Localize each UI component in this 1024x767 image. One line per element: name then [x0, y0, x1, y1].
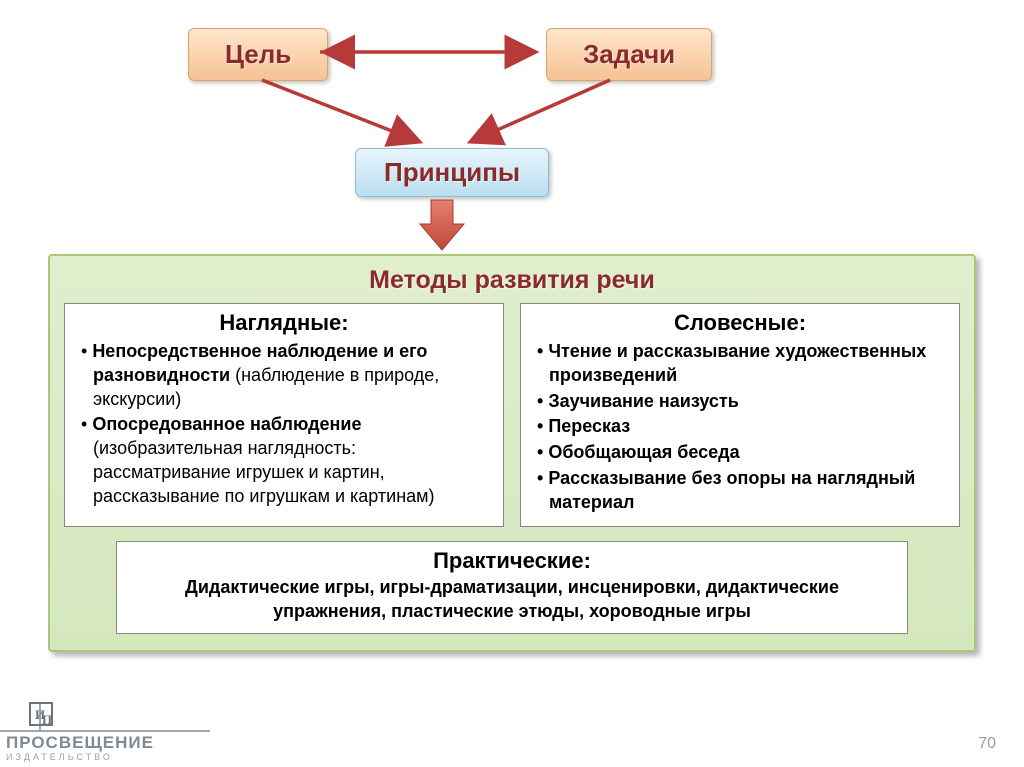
columns-row: Наглядные: Непосредственное наблюдение и… — [64, 303, 960, 527]
visual-title: Наглядные: — [77, 310, 491, 336]
publisher-logo: И П ПРОСВЕЩЕНИЕ ИЗДАТЕЛЬСТВО — [0, 701, 210, 763]
list-item: Опосредованное наблюдение (изобразительн… — [81, 413, 491, 508]
verbal-methods-box: Словесные: Чтение и рассказывание художе… — [520, 303, 960, 527]
visual-list: Непосредственное наблюдение и его разнов… — [77, 340, 491, 508]
panel-title: Методы развития речи — [64, 266, 960, 295]
list-item: Обобщающая беседа — [537, 441, 947, 465]
tasks-box: Задачи — [546, 28, 712, 81]
list-item: Чтение и рассказывание художественных пр… — [537, 340, 947, 388]
practical-title: Практические: — [133, 548, 891, 574]
brand-text: ПРОСВЕЩЕНИЕ — [6, 733, 154, 752]
methods-panel: Методы развития речи Наглядные: Непосред… — [48, 254, 976, 652]
practical-body: Дидактические игры, игры-драматизации, и… — [133, 576, 891, 623]
list-item: Пересказ — [537, 415, 947, 439]
visual-methods-box: Наглядные: Непосредственное наблюдение и… — [64, 303, 504, 527]
practical-methods-box: Практические: Дидактические игры, игры-д… — [116, 541, 908, 634]
verbal-list: Чтение и рассказывание художественных пр… — [533, 340, 947, 514]
goal-box: Цель — [188, 28, 328, 81]
item-bold: Опосредованное наблюдение — [92, 414, 361, 434]
list-item: Непосредственное наблюдение и его разнов… — [81, 340, 491, 411]
slide-number: 70 — [978, 735, 996, 753]
list-item: Заучивание наизусть — [537, 390, 947, 414]
flow-arrows — [0, 0, 1024, 260]
verbal-title: Словесные: — [533, 310, 947, 336]
list-item: Рассказывание без опоры на наглядный мат… — [537, 467, 947, 515]
svg-text:П: П — [42, 712, 52, 727]
item-rest: (изобразительная наглядность: рассматрив… — [93, 438, 435, 506]
principles-box: Принципы — [355, 148, 549, 197]
subbrand-text: ИЗДАТЕЛЬСТВО — [6, 752, 113, 762]
